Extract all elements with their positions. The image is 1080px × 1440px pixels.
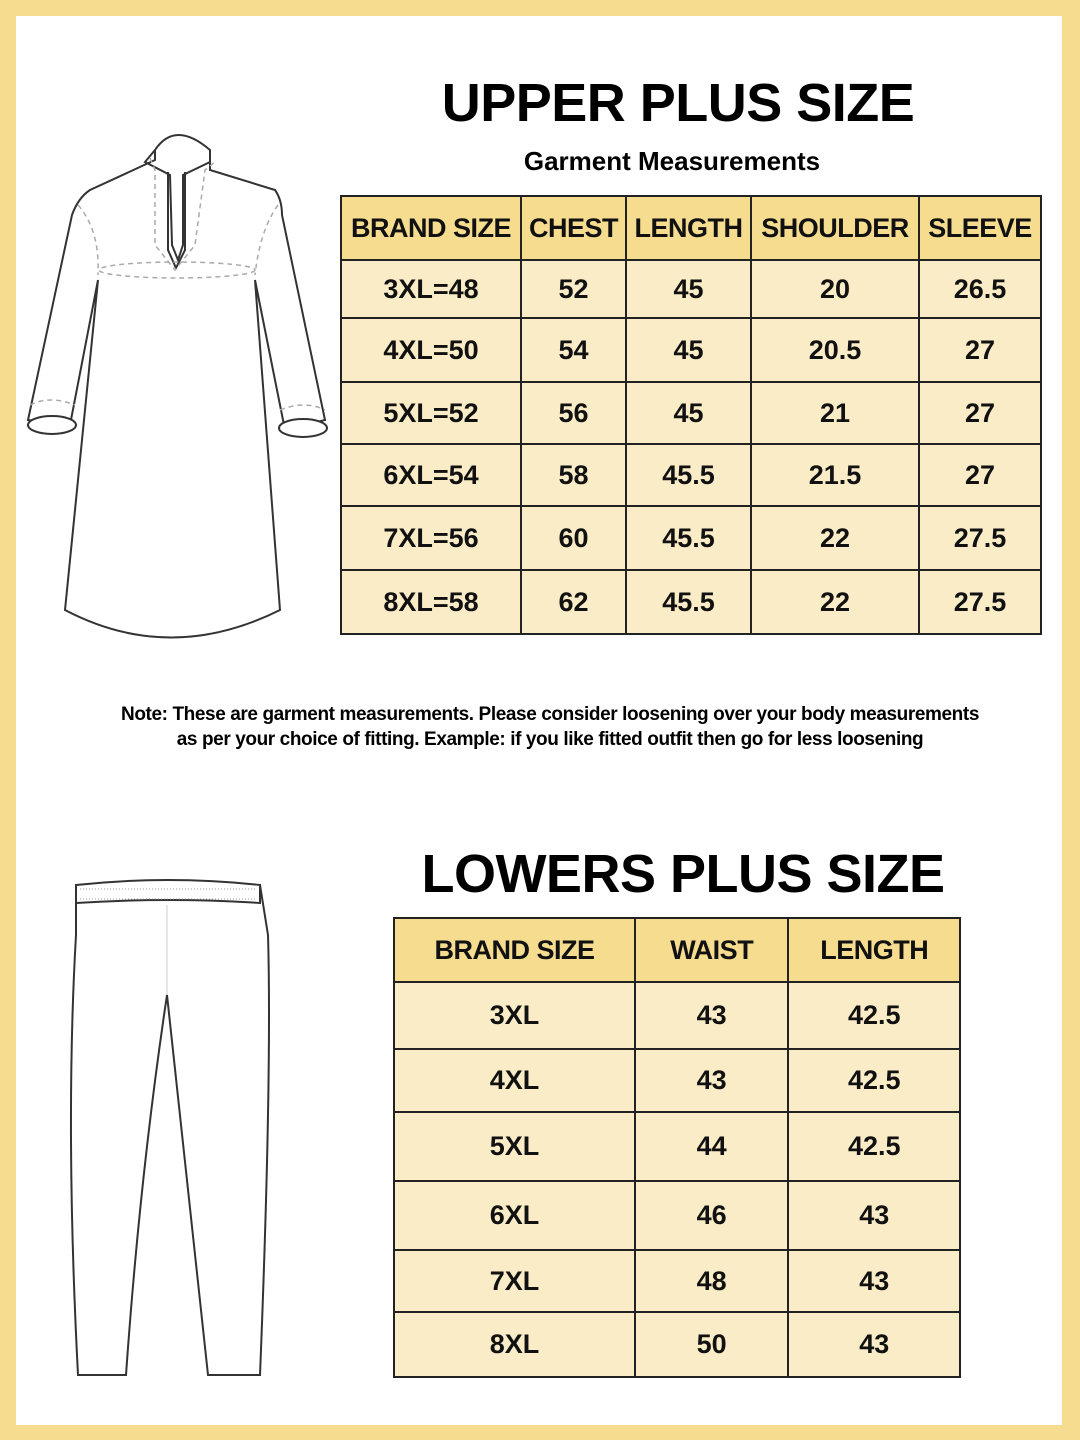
pants-illustration xyxy=(69,879,270,1376)
cell: 43 xyxy=(633,981,790,1050)
cell: 52 xyxy=(520,259,627,319)
cell: 45 xyxy=(625,317,752,383)
cell: 5XL=52 xyxy=(340,381,522,445)
cell: 58 xyxy=(520,443,627,507)
table-row: 8XL 50 43 xyxy=(393,1311,961,1378)
table-row: 6XL 46 43 xyxy=(393,1180,961,1251)
cell: 8XL=58 xyxy=(340,569,522,635)
cell: 45 xyxy=(625,259,752,319)
cell: 4XL xyxy=(393,1048,636,1113)
cell: 26.5 xyxy=(918,259,1042,319)
cell: 42.5 xyxy=(787,1048,961,1113)
cell: 54 xyxy=(520,317,627,383)
lowers-header-brand-size: BRAND SIZE xyxy=(393,917,636,983)
cell: 43 xyxy=(633,1048,790,1113)
cell: 4XL=50 xyxy=(340,317,522,383)
cell: 42.5 xyxy=(787,1111,961,1182)
upper-header-length: LENGTH xyxy=(625,195,752,261)
cell: 42.5 xyxy=(787,981,961,1050)
cell: 56 xyxy=(520,381,627,445)
cell: 46 xyxy=(633,1180,790,1251)
cell: 45.5 xyxy=(625,505,752,571)
table-row: 3XL=48 52 45 20 26.5 xyxy=(340,259,1042,319)
lowers-size-table: BRAND SIZE WAIST LENGTH 3XL 43 42.5 4XL 43 4… xyxy=(393,917,961,1378)
cell: 62 xyxy=(520,569,627,635)
table-row: 4XL=50 54 45 20.5 27 xyxy=(340,317,1042,383)
cell: 5XL xyxy=(393,1111,636,1182)
cell: 22 xyxy=(750,569,920,635)
lowers-header-length: LENGTH xyxy=(787,917,961,983)
measurement-note: Note: These are garment measurements. Pl… xyxy=(0,702,1080,752)
cell: 3XL xyxy=(393,981,636,1050)
lowers-header-row: BRAND SIZE WAIST LENGTH xyxy=(393,917,961,983)
note-line-2: as per your choice of fitting. Example: … xyxy=(176,729,924,750)
cell: 6XL=54 xyxy=(340,443,522,507)
cell: 27 xyxy=(918,443,1042,507)
cell: 43 xyxy=(787,1180,961,1251)
cell: 27.5 xyxy=(918,569,1042,635)
cell: 8XL xyxy=(393,1311,636,1378)
upper-header-sleeve: SLEEVE xyxy=(918,195,1042,261)
table-row: 4XL 43 42.5 xyxy=(393,1048,961,1113)
upper-header-chest: CHEST xyxy=(520,195,627,261)
cell: 60 xyxy=(520,505,627,571)
upper-title: UPPER PLUS SIZE xyxy=(441,73,915,133)
cell: 50 xyxy=(633,1311,790,1378)
cell: 21 xyxy=(750,381,920,445)
table-row: 3XL 43 42.5 xyxy=(393,981,961,1050)
cell: 43 xyxy=(787,1249,961,1313)
upper-header-row: BRAND SIZE CHEST LENGTH SHOULDER SLEEVE xyxy=(340,195,1042,261)
cell: 27 xyxy=(918,317,1042,383)
cell: 22 xyxy=(750,505,920,571)
cell: 7XL xyxy=(393,1249,636,1313)
cell: 45 xyxy=(625,381,752,445)
table-row: 5XL 44 42.5 xyxy=(393,1111,961,1182)
upper-subtitle: Garment Measurements xyxy=(523,146,821,176)
cell: 20 xyxy=(750,259,920,319)
cell: 45.5 xyxy=(625,443,752,507)
kurta-illustration xyxy=(26,134,328,639)
cell: 3XL=48 xyxy=(340,259,522,319)
upper-header-shoulder: SHOULDER xyxy=(750,195,920,261)
cell: 48 xyxy=(633,1249,790,1313)
lowers-title: LOWERS PLUS SIZE xyxy=(421,844,945,904)
cell: 21.5 xyxy=(750,443,920,507)
table-row: 5XL=52 56 45 21 27 xyxy=(340,381,1042,445)
cell: 20.5 xyxy=(750,317,920,383)
table-row: 7XL 48 43 xyxy=(393,1249,961,1313)
cell: 7XL=56 xyxy=(340,505,522,571)
upper-size-table: BRAND SIZE CHEST LENGTH SHOULDER SLEEVE … xyxy=(340,195,1042,635)
cell: 27.5 xyxy=(918,505,1042,571)
table-row: 7XL=56 60 45.5 22 27.5 xyxy=(340,505,1042,571)
table-row: 8XL=58 62 45.5 22 27.5 xyxy=(340,569,1042,635)
table-row: 6XL=54 58 45.5 21.5 27 xyxy=(340,443,1042,507)
note-line-1: Note: These are garment measurements. Pl… xyxy=(121,704,979,725)
cell: 45.5 xyxy=(625,569,752,635)
cell: 27 xyxy=(918,381,1042,445)
cell: 43 xyxy=(787,1311,961,1378)
lowers-header-waist: WAIST xyxy=(633,917,790,983)
cell: 6XL xyxy=(393,1180,636,1251)
upper-header-brand-size: BRAND SIZE xyxy=(340,195,522,261)
cell: 44 xyxy=(633,1111,790,1182)
